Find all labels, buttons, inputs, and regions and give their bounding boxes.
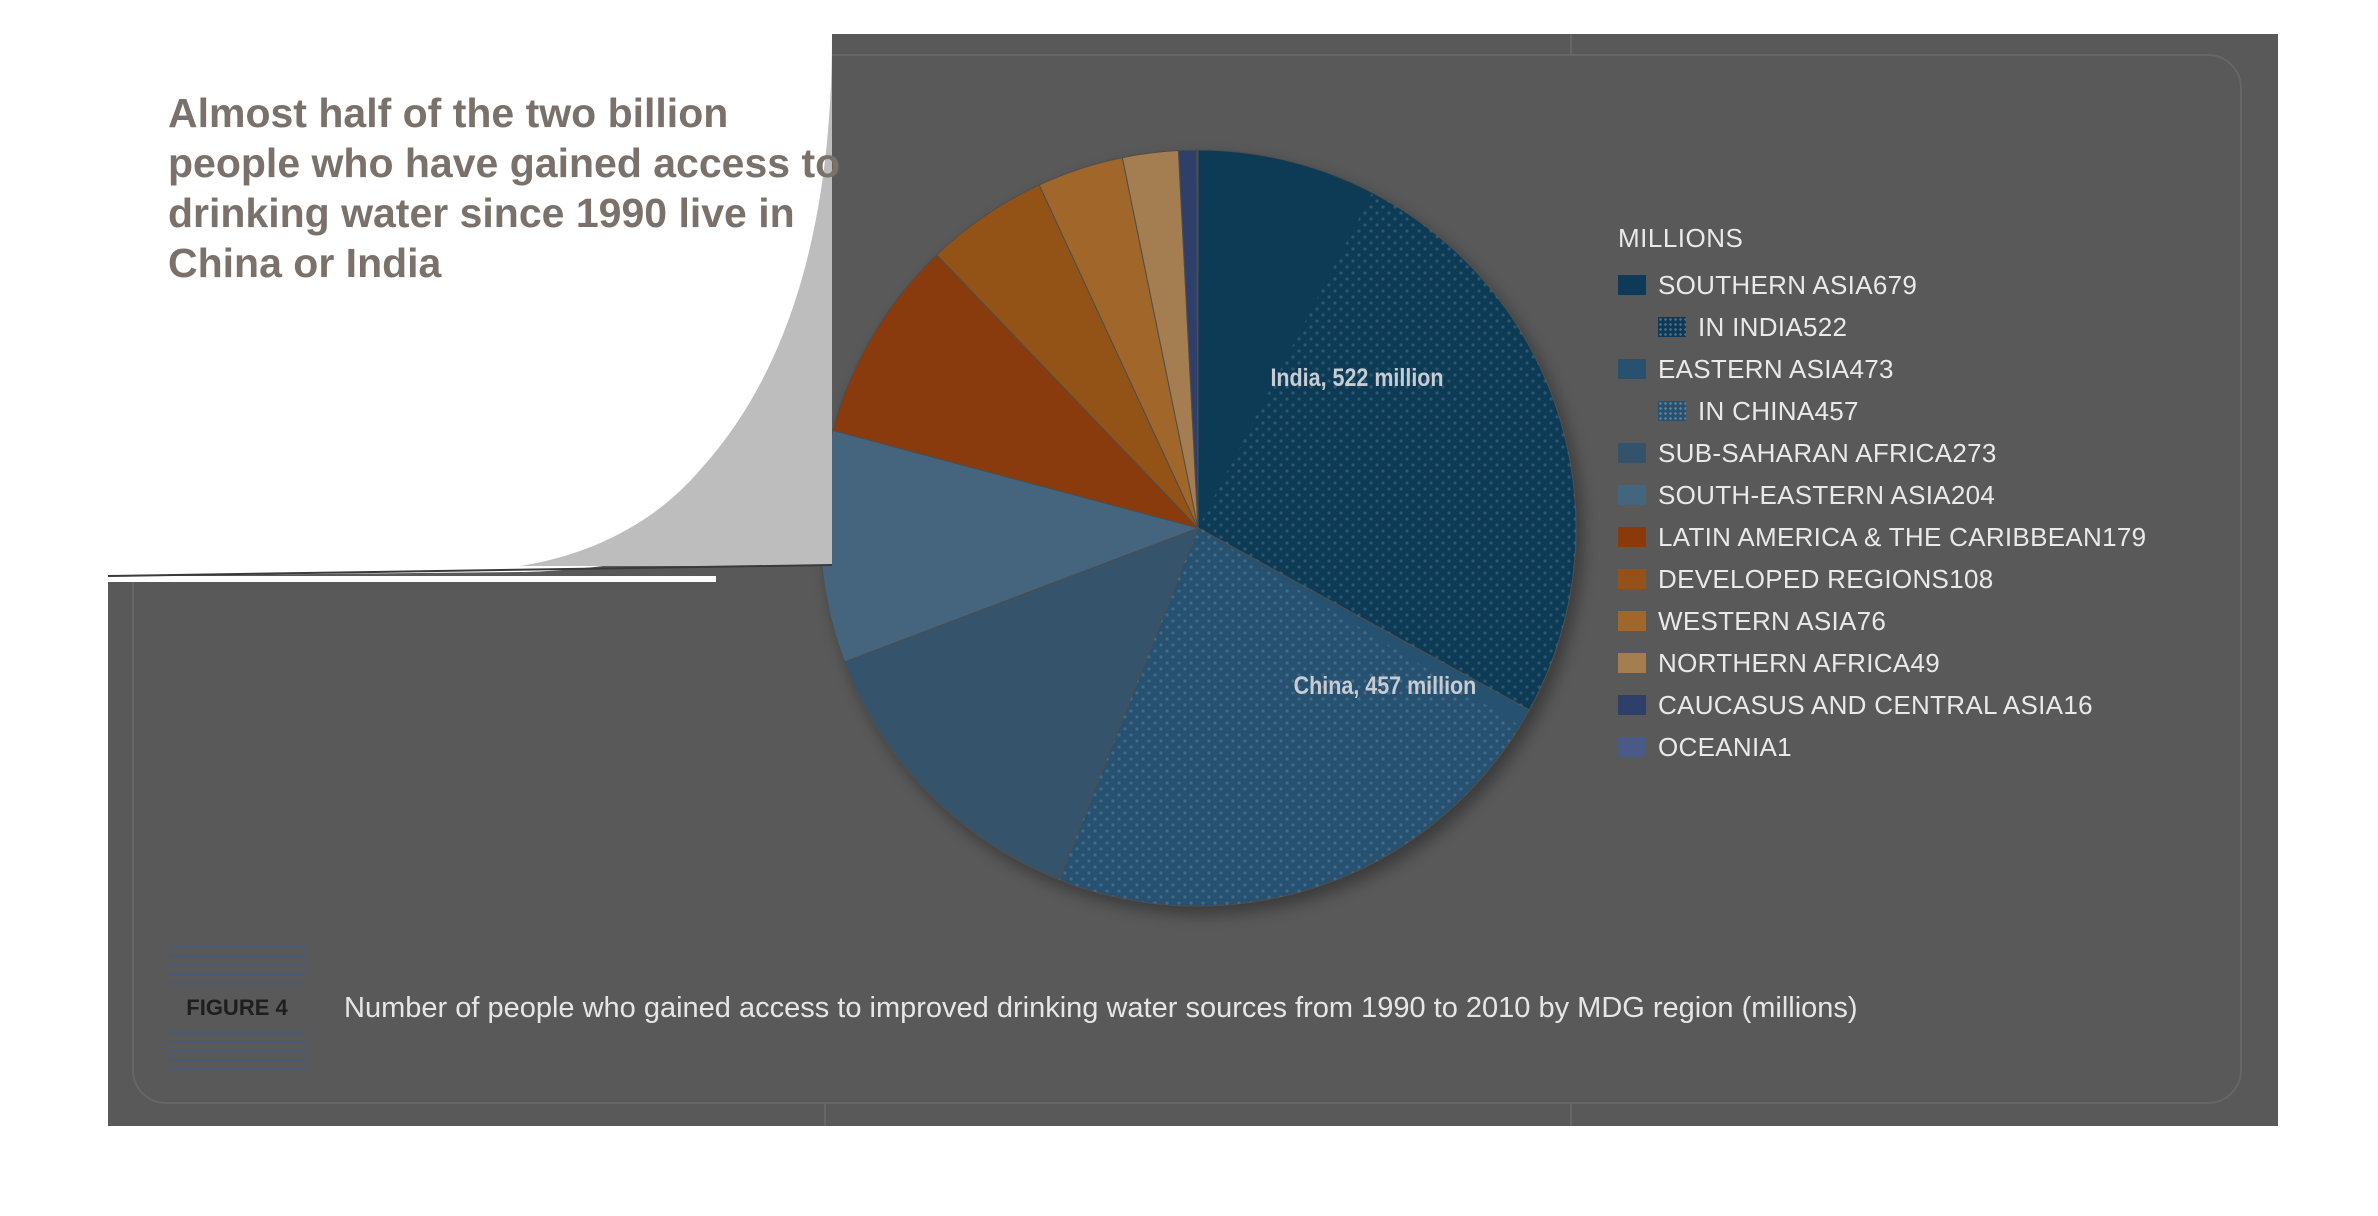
india-slice-label: India, 522 million [1270,363,1443,391]
legend-swatch [1618,569,1646,589]
figure-rule [168,964,306,966]
legend: MILLIONS SOUTHERN ASIA 679 IN INDIA 522 EA… [1618,222,2278,768]
legend-label: SUB-SAHARAN AFRICA [1658,437,1953,468]
legend-item-in-china: IN CHINA 457 [1618,390,2278,432]
legend-value: 473 [1849,353,1894,384]
legend-value: 204 [1950,479,1996,510]
figure-label: FIGURE 4 [168,946,306,1070]
figure-caption: Number of people who gained access to im… [344,992,1858,1024]
legend-items: SOUTHERN ASIA 679 IN INDIA 522 EASTERN ASI… [1618,264,2278,768]
legend-swatch [1618,611,1646,631]
figure-rule [168,946,306,948]
legend-value: 108 [1949,563,1994,594]
legend-item-eastern-asia: EASTERN ASIA 473 [1618,348,2278,390]
figure-rule [168,1032,306,1034]
headline: Almost half of the two billion people wh… [168,90,841,286]
legend-swatch [1618,485,1646,505]
legend-item-western-asia: WESTERN ASIA 76 [1618,600,2278,642]
legend-item-northern-africa: NORTHERN AFRICA 49 [1618,642,2278,684]
legend-label: WESTERN ASIA [1658,605,1857,636]
legend-value: 76 [1856,605,1887,636]
legend-swatch [1658,401,1686,421]
legend-label: SOUTH-EASTERN ASIA [1658,479,1951,510]
legend-unit: MILLIONS [1618,223,1744,253]
legend-value: 522 [1802,311,1848,342]
figure-rule [168,1059,306,1061]
legend-label: IN INDIA [1698,311,1803,342]
legend-item-in-india: IN INDIA 522 [1618,306,2278,348]
pie-slice-sub-saharan-africa [843,527,1199,881]
figure-rule [168,973,306,975]
legend-value: 679 [1872,269,1918,300]
legend-label: OCEANIA [1658,731,1778,762]
figure-number: FIGURE 4 [168,992,306,1024]
pie-slice-latin-america-and-the-caribbean [832,254,1200,529]
panel-divider-left-bottom [824,1104,826,1126]
figure-rule [168,982,306,984]
legend-item-latin-america-and-the-caribbean: LATIN AMERICA & THE CARIBBEAN 179 [1618,516,2278,558]
legend-swatch [1618,275,1646,295]
legend-label: EASTERN ASIA [1658,353,1850,384]
legend-swatch [1618,737,1646,757]
legend-item-southern-asia: SOUTHERN ASIA 679 [1618,264,2278,306]
pie-slice-oceania [1196,149,1199,529]
legend-value: 1 [1777,731,1792,762]
legend-label: CAUCASUS AND CENTRAL ASIA [1658,689,2064,720]
legend-value: 179 [2102,521,2147,552]
legend-swatch [1658,317,1686,337]
legend-value: 49 [1910,647,1941,678]
legend-swatch [1618,527,1646,547]
legend-item-caucasus-and-central-asia: CAUCASUS AND CENTRAL ASIA 16 [1618,684,2278,726]
pie-subslice-in-china [1059,528,1521,907]
legend-value: 16 [2063,689,2093,720]
legend-item-developed-regions: DEVELOPED REGIONS 108 [1618,558,2278,600]
figure-rule [168,955,306,957]
legend-label: NORTHERN AFRICA [1658,647,1911,678]
legend-swatch [1618,695,1646,715]
legend-label: LATIN AMERICA & THE CARIBBEAN [1658,521,2103,552]
legend-value: 457 [1814,395,1859,426]
panel-divider-right-bottom [1570,1104,1572,1126]
legend-label: SOUTHERN ASIA [1658,269,1873,300]
figure-rule [168,1068,306,1070]
pie-subregion-hatches [1059,192,1576,907]
china-slice-label: China, 457 million [1294,671,1477,699]
legend-label: IN CHINA [1698,395,1815,426]
legend-item-sub-saharan-africa: SUB-SAHARAN AFRICA 273 [1618,432,2278,474]
legend-value: 273 [1952,437,1997,468]
figure-rule [168,1050,306,1052]
panel-divider-right [1570,34,1572,56]
pie-subslice-in-india [1198,192,1576,710]
figure-rule [168,1041,306,1043]
legend-item-south-eastern-asia: SOUTH-EASTERN ASIA 204 [1618,474,2278,516]
legend-swatch [1618,653,1646,673]
legend-label: DEVELOPED REGIONS [1658,563,1950,594]
pie-slice-labels: India, 522 million China, 457 million [1270,363,1476,699]
legend-swatch [1618,443,1646,463]
legend-swatch [1618,359,1646,379]
legend-item-oceania: OCEANIA 1 [1618,726,2278,768]
